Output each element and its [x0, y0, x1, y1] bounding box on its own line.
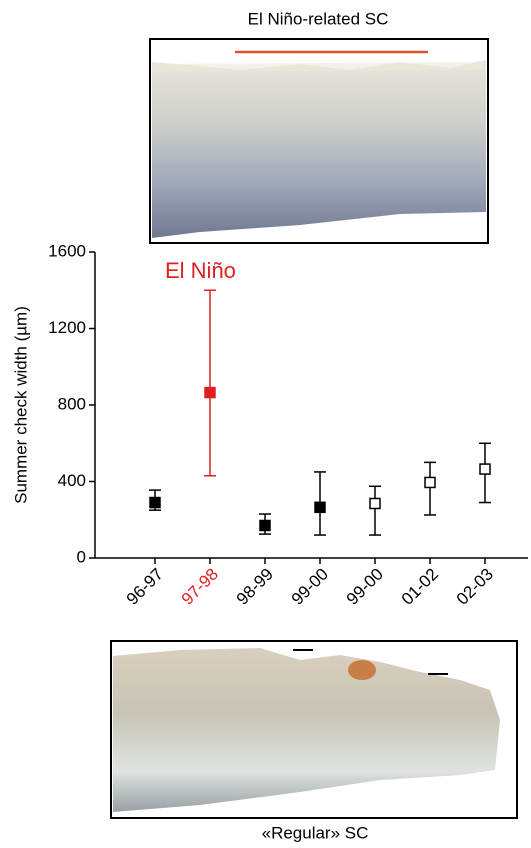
- top-caption: El Niño-related SC: [248, 9, 389, 28]
- marker: [369, 497, 381, 510]
- marker: [479, 463, 491, 475]
- marker: [259, 519, 271, 532]
- bottom-caption: «Regular» SC: [262, 823, 369, 842]
- x-tick-label: 01-02: [398, 565, 442, 609]
- x-tick-label: 02-03: [453, 565, 497, 609]
- marker: [204, 386, 216, 399]
- bottom-photo: [110, 640, 518, 819]
- x-tick-label: 99-00: [343, 565, 387, 609]
- x-tick-label: 97-98: [178, 565, 222, 609]
- y-tick-label: 400: [58, 471, 86, 490]
- top-photo: [149, 38, 489, 244]
- x-tick-label: 96-97: [123, 565, 167, 609]
- y-tick-label: 1600: [48, 241, 86, 260]
- x-tick-label: 99-00: [288, 565, 332, 609]
- x-tick-label: 98-99: [233, 565, 277, 609]
- y-tick-label: 800: [58, 394, 86, 413]
- y-tick-label: 1200: [48, 318, 86, 337]
- marker: [424, 476, 436, 489]
- y-axis-label: Summer check width (µm): [11, 306, 30, 504]
- annotation: El Niño: [165, 258, 236, 283]
- marker: [149, 496, 161, 509]
- y-tick-label: 0: [77, 547, 86, 566]
- marker: [314, 501, 326, 514]
